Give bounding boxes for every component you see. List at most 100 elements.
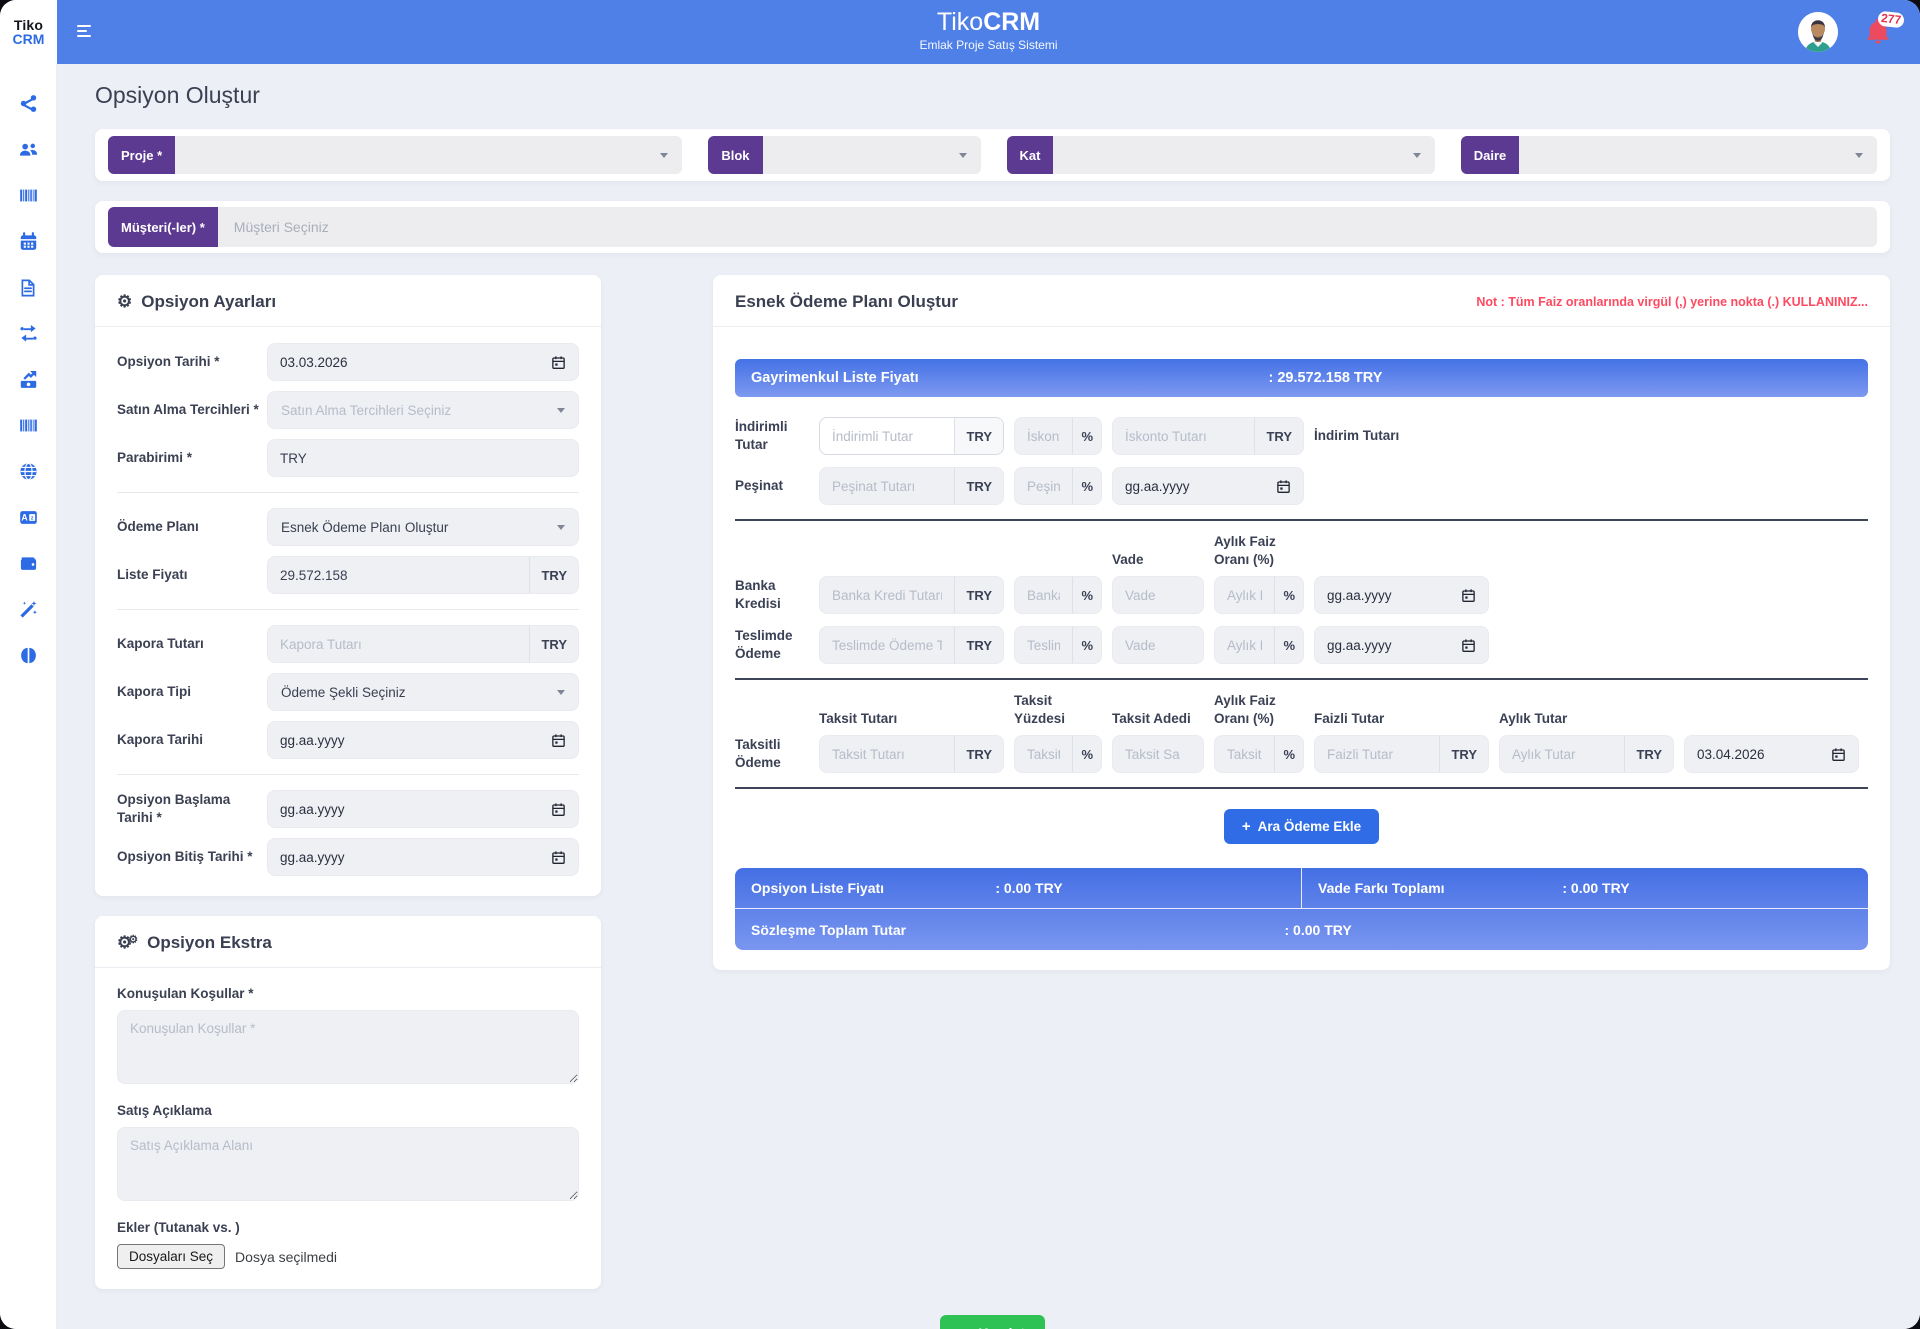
- indirimli-tutar-input[interactable]: [820, 428, 955, 444]
- odeme-plani-select[interactable]: Esnek Ödeme Planı Oluştur: [267, 508, 579, 546]
- kapora-tipi-label: Kapora Tipi: [117, 684, 192, 700]
- barcode-icon: [19, 419, 37, 432]
- liste-fiyati-group: TRY: [267, 556, 579, 594]
- percent-addon: %: [1072, 577, 1101, 614]
- section-divider: [735, 519, 1868, 521]
- sidebar-item-brain[interactable]: [19, 646, 38, 665]
- kapora-tipi-select[interactable]: Ödeme Şekli Seçiniz: [267, 673, 579, 711]
- kosullar-label: Konuşulan Koşullar *: [117, 986, 254, 1001]
- sidebar-item-magic-wand[interactable]: [19, 600, 38, 619]
- payment-plan-header: Esnek Ödeme Planı Oluştur Not : Tüm Faiz…: [713, 275, 1890, 327]
- teslimde-yuzde-input[interactable]: [1015, 637, 1073, 653]
- sidebar-item-users[interactable]: [19, 140, 38, 159]
- chevron-down-icon: [1412, 152, 1421, 158]
- banka-faiz-input[interactable]: [1215, 587, 1275, 603]
- calendar-picker-icon[interactable]: [1461, 588, 1476, 603]
- proje-label: Proje *: [108, 136, 176, 174]
- pesinat-tutar-input[interactable]: [820, 478, 955, 494]
- currency-addon: TRY: [954, 418, 1003, 454]
- kapora-tutari-input[interactable]: [268, 636, 530, 652]
- calendar-picker-icon[interactable]: [1831, 747, 1846, 762]
- parabirimi-value[interactable]: [268, 450, 578, 466]
- sidebar-item-calendar[interactable]: [19, 232, 38, 251]
- indirimli-row: İndirimli Tutar TRY %: [735, 417, 1868, 455]
- sidebar-item-money-trend-up[interactable]: [19, 370, 38, 389]
- aylik-tutar-input[interactable]: [1500, 746, 1625, 762]
- pesinat-yuzde-input[interactable]: [1015, 478, 1073, 494]
- add-interim-payment-button[interactable]: + Ara Ödeme Ekle: [1223, 809, 1380, 845]
- teslimde-faiz-input[interactable]: [1215, 637, 1275, 653]
- sidebar-item-document[interactable]: [19, 278, 37, 297]
- taksit-yuzde-input[interactable]: [1015, 746, 1073, 762]
- teslimde-vade-input[interactable]: [1113, 637, 1203, 653]
- baslama-tarihi-input[interactable]: gg.aa.yyyy: [267, 790, 579, 828]
- opsiyon-ayarlari-header: ⚙ Opsiyon Ayarları: [95, 275, 601, 327]
- vade-header: Vade: [1112, 551, 1144, 567]
- calendar-picker-icon[interactable]: [1276, 479, 1291, 494]
- satin-alma-select[interactable]: Satın Alma Tercihleri Seçiniz: [267, 391, 579, 429]
- daire-select[interactable]: [1519, 136, 1877, 174]
- blok-select[interactable]: [762, 136, 981, 174]
- opsiyon-tarihi-row: Opsiyon Tarihi * 03.03.2026: [117, 343, 579, 381]
- money-trend-up-icon: [20, 370, 36, 388]
- summary-table: Opsiyon Liste Fiyatı : 0.00 TRY Vade Far…: [735, 868, 1868, 951]
- sidebar-item-sitemap[interactable]: [19, 94, 38, 113]
- banka-label: Banka Kredisi: [735, 577, 781, 612]
- sidebar-item-barcode-2[interactable]: [19, 416, 38, 435]
- musteri-placeholder: Müşteri Seçiniz: [233, 219, 329, 235]
- proje-select[interactable]: [175, 136, 683, 174]
- iskonto-input[interactable]: [1015, 428, 1073, 444]
- user-avatar[interactable]: [1798, 12, 1838, 52]
- musteri-select[interactable]: Müşteri Seçiniz: [217, 207, 1877, 247]
- sidebar-item-money-transfer[interactable]: [19, 324, 38, 343]
- vade-farki-label: Vade Farkı Toplamı: [1318, 880, 1445, 897]
- banka-tarihi-input[interactable]: gg.aa.yyyy: [1314, 576, 1489, 615]
- liste-fiyati-label: Liste Fiyatı: [117, 567, 188, 583]
- satin-alma-label: Satın Alma Tercihleri *: [117, 402, 259, 418]
- taksit-tarihi-input[interactable]: 03.04.2026: [1684, 735, 1859, 774]
- calendar-picker-icon[interactable]: [551, 850, 566, 865]
- sidebar-item-barcode[interactable]: [19, 186, 38, 205]
- banka-vade-input[interactable]: [1113, 587, 1203, 603]
- iskonto-tutari-input[interactable]: [1113, 428, 1255, 444]
- save-button[interactable]: ✔ Kaydet: [940, 1315, 1045, 1329]
- ekler-label: Ekler (Tutanak vs. ): [117, 1220, 240, 1235]
- kat-select[interactable]: [1053, 136, 1435, 174]
- teslimde-tutar-group: TRY: [819, 626, 1004, 665]
- kapora-tarihi-input[interactable]: gg.aa.yyyy: [267, 721, 579, 759]
- menu-toggle-button[interactable]: [77, 22, 91, 40]
- calendar-picker-icon[interactable]: [551, 733, 566, 748]
- taksit-faiz-input[interactable]: [1215, 746, 1275, 762]
- aciklama-textarea[interactable]: [117, 1127, 579, 1201]
- banka-yuzde-input[interactable]: [1015, 587, 1073, 603]
- teslimde-vade-group: [1112, 626, 1204, 665]
- liste-fiyati-input[interactable]: [268, 567, 530, 583]
- gears-icon: ⚙⚙: [117, 933, 139, 952]
- sidebar-item-globe[interactable]: [19, 462, 38, 481]
- teslimde-tutar-input[interactable]: [820, 637, 955, 653]
- faizli-tutar-input[interactable]: [1315, 746, 1440, 762]
- banka-vade-group: [1112, 576, 1204, 615]
- calendar-picker-icon[interactable]: [1461, 638, 1476, 653]
- faizli-tutar-group: TRY: [1314, 735, 1489, 774]
- bitis-tarihi-input[interactable]: gg.aa.yyyy: [267, 838, 579, 876]
- calendar-picker-icon[interactable]: [551, 355, 566, 370]
- taksit-tutar-input[interactable]: [820, 746, 955, 762]
- teslimde-tarihi-input[interactable]: gg.aa.yyyy: [1314, 626, 1489, 665]
- banka-tutar-input[interactable]: [820, 587, 955, 603]
- opsiyon-tarihi-input[interactable]: 03.03.2026: [267, 343, 579, 381]
- logo-text-crm: CRM: [12, 31, 45, 47]
- taksit-adet-input[interactable]: [1113, 746, 1203, 762]
- vade-header-row: Vade Aylık Faiz Oranı (%): [735, 533, 1868, 568]
- sidebar-item-wallet[interactable]: [19, 554, 38, 573]
- kosullar-textarea[interactable]: [117, 1010, 579, 1084]
- notifications-button[interactable]: 277: [1866, 10, 1905, 45]
- calendar-picker-icon[interactable]: [551, 802, 566, 817]
- payment-plan-card: Esnek Ödeme Planı Oluştur Not : Tüm Faiz…: [713, 275, 1890, 971]
- choose-files-button[interactable]: Dosyaları Seç: [117, 1244, 226, 1269]
- parabirimi-input[interactable]: [267, 439, 579, 477]
- pesinat-tarihi-input[interactable]: gg.aa.yyyy: [1112, 467, 1304, 505]
- kat-label: Kat: [1006, 136, 1054, 174]
